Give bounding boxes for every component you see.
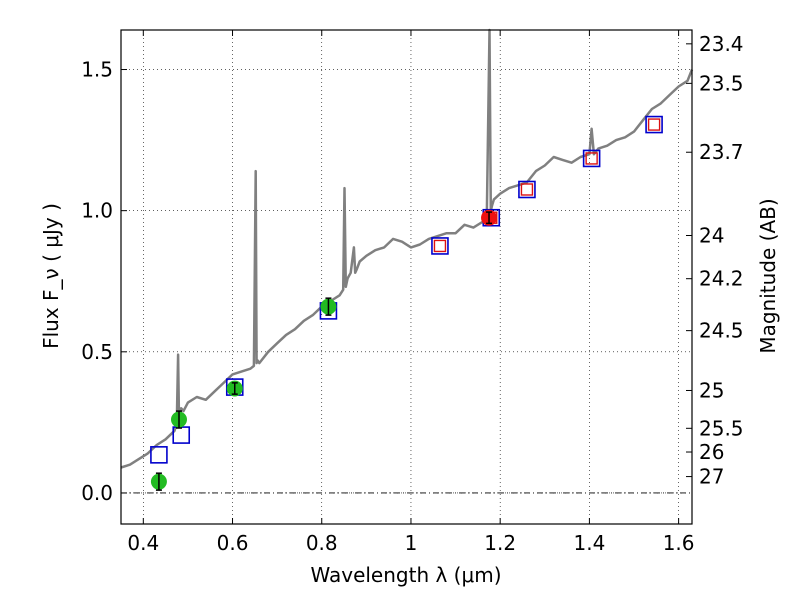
model-square-marker	[433, 239, 447, 253]
x-tick-label: 1.2	[484, 531, 516, 555]
synthetic-square-marker	[150, 446, 168, 464]
spectrum-series	[120, 28, 694, 469]
model-square-marker	[520, 183, 534, 196]
magnitude-tick-label: 23.7	[699, 140, 744, 164]
x-tick-label: 0.8	[306, 531, 338, 555]
y-tick-label: 0.5	[81, 340, 113, 364]
spectrum-line	[120, 28, 694, 469]
magnitude-tick-label: 26	[699, 440, 724, 464]
x-axis-ticks: 0.4 0.6 0.8 1 1.2 1.4 1.6	[127, 30, 695, 555]
x-tick-label: 1.4	[573, 531, 605, 555]
magnitude-tick-label: 24.5	[699, 319, 744, 343]
y-axis-ticks: 0.0 0.5 1.0 1.5	[81, 58, 127, 505]
model-square-marker	[585, 152, 598, 165]
y-tick-label: 0.0	[81, 481, 113, 505]
magnitude-tick-label: 24	[699, 224, 724, 248]
magnitude-tick-label: 27	[699, 465, 724, 489]
x-tick-label: 1	[405, 531, 418, 555]
magnitude-tick-label: 23.5	[699, 71, 744, 95]
synthetic-square-marker	[518, 180, 536, 199]
x-tick-label: 0.4	[127, 531, 159, 555]
y-axis-title-left: Flux F_ν ( μJy )	[39, 203, 63, 349]
grid-lines	[121, 30, 692, 524]
magnitude-tick-label: 23.4	[699, 32, 744, 56]
synthetic-photometry-squares	[150, 115, 663, 464]
x-axis-title: Wavelength λ (μm)	[310, 563, 501, 587]
observed-photometry-points	[150, 209, 498, 491]
model-square-marker	[647, 118, 661, 131]
synthetic-square-marker	[645, 115, 663, 134]
magnitude-tick-label: 25	[699, 378, 724, 402]
synthetic-square-marker	[582, 149, 601, 168]
y-tick-label: 1.5	[81, 58, 113, 82]
magnitude-tick-label: 24.2	[699, 267, 744, 291]
synthetic-square-marker	[431, 237, 449, 255]
magnitude-tick-label: 25.5	[699, 416, 744, 440]
x-tick-label: 1.6	[663, 531, 695, 555]
plot-frame	[120, 29, 693, 525]
y-axis-title-right: Magnitude (AB)	[756, 198, 780, 353]
y-tick-label: 1.0	[81, 199, 113, 223]
x-tick-label: 0.6	[217, 531, 249, 555]
